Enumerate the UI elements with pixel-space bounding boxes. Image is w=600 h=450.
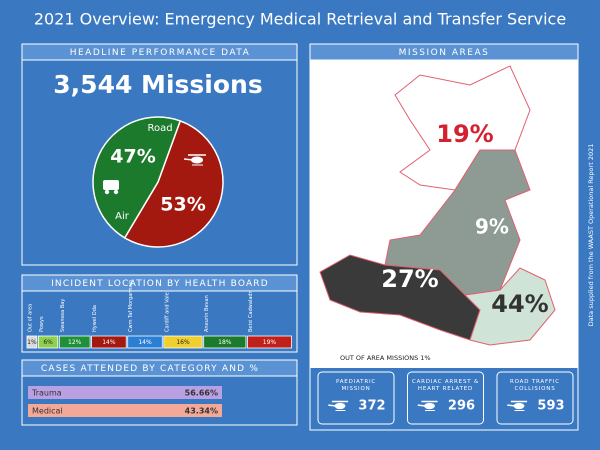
cell-value: 14%: [102, 339, 116, 346]
tile-label-line: MISSION: [341, 386, 370, 392]
panel-title: HEADLINE PERFORMANCE DATA: [70, 48, 251, 58]
region-value: 27%: [381, 265, 438, 293]
column-label: Powys: [39, 316, 45, 332]
tile: [317, 371, 395, 425]
panel-header: [21, 359, 298, 377]
source: Data supplied from the WAAST Operational…: [587, 144, 595, 327]
icon: [507, 404, 516, 407]
icon: [513, 402, 525, 410]
title: 2021 Overview: Emergency Medical Retriev…: [34, 10, 566, 29]
icon: [334, 402, 346, 410]
location-cell: [163, 335, 203, 349]
icon: [191, 156, 203, 164]
column-label: Aneurin Bevan: [204, 295, 210, 332]
missions: 3,544 Missions: [53, 70, 262, 99]
cell-value: 1%: [27, 339, 37, 346]
column-label: Hywel Dda: [92, 305, 98, 332]
location-cell: [246, 335, 292, 349]
map-region: [463, 267, 556, 346]
location-cell: [58, 335, 91, 349]
panel-title: MISSION AREAS: [399, 48, 490, 58]
slice-value: 47%: [110, 146, 155, 168]
icon: [424, 402, 435, 410]
tile-label: ROAD TRAFFIC COLLISIONS: [510, 379, 560, 392]
column-label: Cwm Taf Morgannwg: [128, 280, 134, 332]
panel-title: INCIDENT LOCATION BY HEALTH BOARD: [51, 279, 269, 289]
column-label: Betsi Cadwaladr: [248, 290, 254, 332]
tile-label-line: HEART RELATED: [418, 386, 473, 392]
tile-label-line: CARDIAC ARREST &: [412, 379, 479, 385]
category-label: Medical: [32, 407, 63, 416]
icon: [183, 158, 194, 161]
tile-value: 593: [537, 399, 564, 414]
tile: [496, 371, 574, 425]
region-value: 44%: [491, 290, 548, 318]
tile-value: 296: [448, 399, 475, 414]
column-label: Swansea Bay: [60, 299, 66, 332]
slice-label: Air: [115, 211, 130, 222]
tile-value: 372: [358, 399, 385, 414]
category-value: 43.34%: [185, 407, 218, 416]
panel-header: [21, 274, 298, 292]
icon: [103, 180, 119, 190]
map-note: OUT OF AREA MISSIONS 1%: [340, 354, 431, 362]
icon: [104, 189, 110, 195]
icon: [113, 189, 119, 195]
tile-label: CARDIAC ARREST & HEART RELATED: [412, 379, 479, 392]
icon: [328, 404, 337, 407]
tile-label-line: PAEDIATRIC: [336, 379, 376, 385]
column-label: Cardiff and Vale: [164, 292, 170, 332]
panel-header: [21, 43, 298, 61]
category-label: Trauma: [31, 389, 62, 398]
location-cell: [91, 335, 127, 349]
location-cell: [38, 335, 59, 349]
category-bar: [28, 386, 222, 399]
category-bar: [28, 404, 222, 417]
slice-label: Road: [147, 123, 172, 134]
location-cell: [127, 335, 163, 349]
region-value: 9%: [475, 215, 509, 239]
cell-value: 14%: [138, 339, 152, 346]
tile: [407, 371, 484, 425]
panel-title: CASES ATTENDED BY CATEGORY AND %: [41, 364, 259, 374]
tile-label: PAEDIATRIC MISSION: [336, 379, 376, 392]
cell-value: 19%: [263, 339, 277, 346]
cell-value: 18%: [218, 339, 232, 346]
cell-value: 12%: [68, 339, 82, 346]
tile-label-line: ROAD TRAFFIC: [510, 379, 560, 385]
location-cell: [203, 335, 247, 349]
tile-label-line: COLLISIONS: [515, 386, 556, 392]
location-cell: [26, 335, 38, 349]
category-value: 56.66%: [185, 389, 218, 398]
region-value: 19%: [436, 120, 493, 148]
icon: [417, 404, 426, 407]
pie-slice: [92, 116, 182, 239]
column-label: Out of area: [28, 304, 34, 332]
pie-slice: [123, 119, 224, 248]
cell-value: 16%: [176, 339, 190, 346]
cell-value: 6%: [43, 339, 53, 346]
slice-value: 53%: [160, 194, 205, 216]
